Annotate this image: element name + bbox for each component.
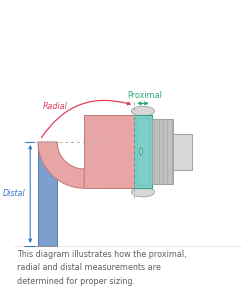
Polygon shape xyxy=(134,115,152,188)
Text: Proximal: Proximal xyxy=(127,91,162,100)
Polygon shape xyxy=(84,169,103,188)
Polygon shape xyxy=(173,134,192,169)
Polygon shape xyxy=(84,115,134,188)
Text: Distal: Distal xyxy=(3,190,25,199)
Polygon shape xyxy=(38,142,84,188)
Text: Radial: Radial xyxy=(43,102,68,111)
Ellipse shape xyxy=(131,187,154,197)
Text: This diagram illustrates how the proximal,
radial and distal measurements are
de: This diagram illustrates how the proxima… xyxy=(17,250,186,286)
Polygon shape xyxy=(38,142,57,246)
Polygon shape xyxy=(137,118,149,185)
Ellipse shape xyxy=(139,148,142,155)
Polygon shape xyxy=(152,119,173,184)
Ellipse shape xyxy=(131,106,154,116)
